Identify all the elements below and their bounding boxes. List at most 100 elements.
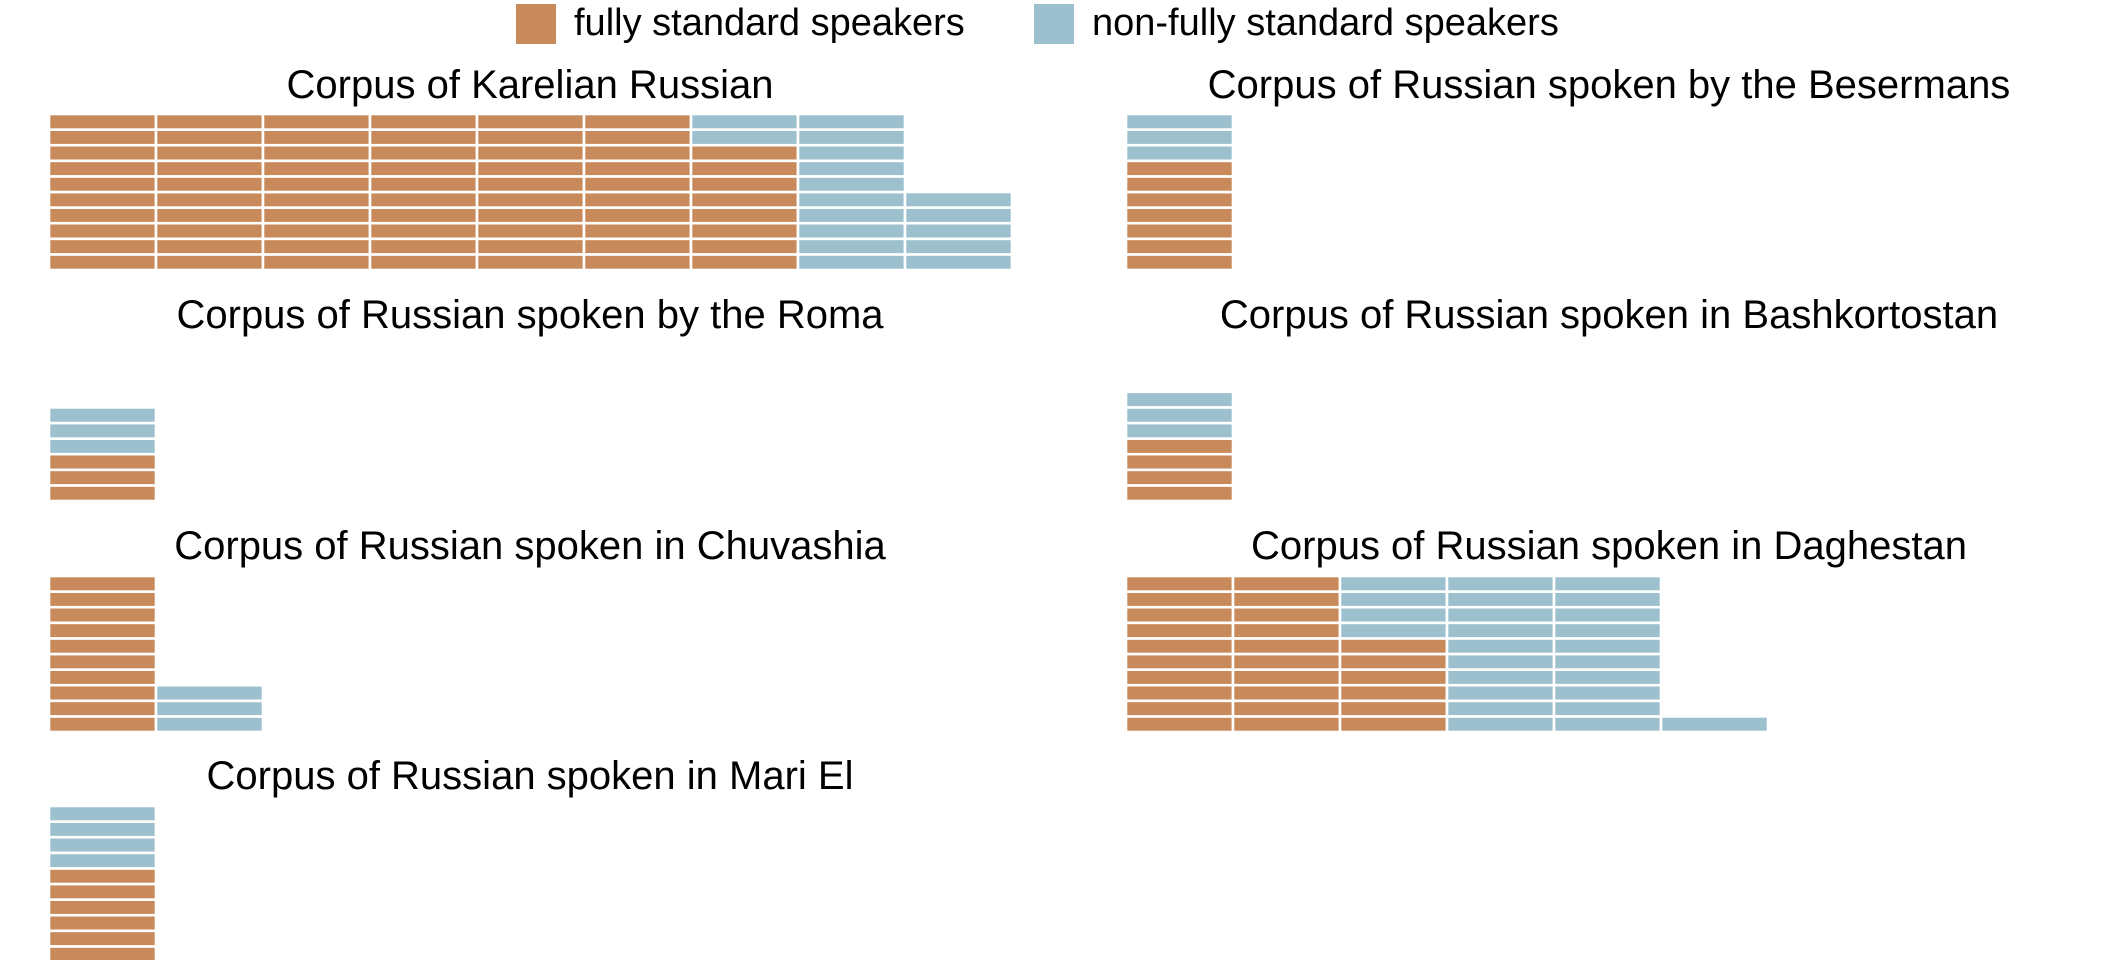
waffle-cell-non-fully-standard <box>1552 621 1663 640</box>
waffle-cell-fully-standard <box>1231 637 1342 656</box>
waffle-cell-fully-standard <box>1124 652 1235 671</box>
waffle-cell-non-fully-standard <box>1445 621 1556 640</box>
waffle-cell-fully-standard <box>689 253 800 272</box>
waffle-cell-fully-standard <box>1338 715 1449 734</box>
legend-label-fully-standard: fully standard speakers <box>574 2 965 44</box>
waffle-cell-non-fully-standard <box>1338 574 1449 593</box>
waffle-cell-non-fully-standard <box>1338 590 1449 609</box>
waffle-cell-fully-standard <box>1338 683 1449 703</box>
waffle-cell-fully-standard <box>47 898 158 917</box>
waffle-cell-fully-standard <box>689 221 800 241</box>
waffle-cell-non-fully-standard <box>796 128 907 147</box>
waffle-cell-fully-standard <box>1124 699 1235 718</box>
waffle-cell-fully-standard <box>47 867 158 886</box>
waffle-cell-fully-standard <box>47 605 158 625</box>
waffle-cell-fully-standard <box>47 206 158 225</box>
waffle-cell-fully-standard <box>1124 468 1235 487</box>
waffle-cell-non-fully-standard <box>796 112 907 131</box>
waffle-cell-fully-standard <box>47 253 158 272</box>
panel-corpus-of-russian-spoken-in-daghestan: Corpus of Russian spoken in Daghestan <box>1124 524 1967 734</box>
waffle-cell-non-fully-standard <box>1552 590 1663 609</box>
waffle-cell-fully-standard <box>261 237 372 256</box>
waffle-cell-fully-standard <box>261 190 372 209</box>
waffle-cell-fully-standard <box>368 190 479 209</box>
waffle-cell-fully-standard <box>689 143 800 163</box>
waffle-cell-fully-standard <box>1231 699 1342 718</box>
waffle-cell-fully-standard <box>689 175 800 194</box>
waffle-cell-fully-standard <box>475 221 586 241</box>
waffle-cell-fully-standard <box>154 206 265 225</box>
waffle-cell-fully-standard <box>261 128 372 147</box>
waffle-cell-fully-standard <box>1124 159 1235 178</box>
waffle-cell-non-fully-standard <box>47 421 158 440</box>
waffle-cell-fully-standard <box>689 206 800 225</box>
waffle-cell-non-fully-standard <box>1445 683 1556 703</box>
panel-title: Corpus of Russian spoken in Mari El <box>207 754 854 798</box>
waffle-cell-non-fully-standard <box>1552 683 1663 703</box>
waffle-cell-fully-standard <box>1231 621 1342 640</box>
waffle-cell-fully-standard <box>47 468 158 487</box>
waffle-cell-non-fully-standard <box>154 715 265 734</box>
waffle-cell-fully-standard <box>582 143 693 163</box>
panel-title: Corpus of Karelian Russian <box>287 63 774 107</box>
waffle-cell-non-fully-standard <box>1124 406 1235 425</box>
waffle-cell-non-fully-standard <box>903 253 1014 272</box>
waffle-cell-fully-standard <box>1124 175 1235 194</box>
waffle-cell-non-fully-standard <box>796 253 907 272</box>
waffle-cell-fully-standard <box>261 112 372 131</box>
waffle-cell-fully-standard <box>1231 652 1342 671</box>
waffle-cell-non-fully-standard <box>796 206 907 225</box>
waffle-cell-fully-standard <box>582 175 693 194</box>
waffle-cell-fully-standard <box>261 206 372 225</box>
waffle-cell-fully-standard <box>47 484 158 503</box>
waffle-cell-non-fully-standard <box>1445 668 1556 687</box>
waffle-cell-fully-standard <box>47 112 158 131</box>
waffle-cell-fully-standard <box>154 237 265 256</box>
waffle-cell-fully-standard <box>1124 452 1235 472</box>
waffle-cell-non-fully-standard <box>154 683 265 703</box>
waffle-cell-non-fully-standard <box>1552 605 1663 625</box>
waffle-cell-fully-standard <box>475 112 586 131</box>
waffle-cell-non-fully-standard <box>796 221 907 241</box>
waffle-cell-fully-standard <box>47 175 158 194</box>
waffle-cell-fully-standard <box>1124 206 1235 225</box>
waffle-cell-non-fully-standard <box>796 143 907 163</box>
panel-corpus-of-russian-spoken-by-the-besermans: Corpus of Russian spoken by the Beserman… <box>1124 63 2010 272</box>
waffle-cell-non-fully-standard <box>1552 668 1663 687</box>
waffle-cell-non-fully-standard <box>1445 605 1556 625</box>
panel-title: Corpus of Russian spoken in Chuvashia <box>174 524 886 568</box>
waffle-cell-fully-standard <box>261 175 372 194</box>
waffle-cell-fully-standard <box>47 221 158 241</box>
waffle-cell-fully-standard <box>1124 253 1235 272</box>
waffle-cell-fully-standard <box>154 112 265 131</box>
waffle-cell-non-fully-standard <box>1124 390 1235 409</box>
waffle-cell-fully-standard <box>1231 683 1342 703</box>
waffle-cell-fully-standard <box>154 190 265 209</box>
waffle-cell-fully-standard <box>1124 637 1235 656</box>
waffle-cell-fully-standard <box>261 253 372 272</box>
waffle-cell-fully-standard <box>1231 668 1342 687</box>
waffle-cell-non-fully-standard <box>1445 652 1556 671</box>
waffle-cell-fully-standard <box>475 159 586 178</box>
waffle-cell-fully-standard <box>47 237 158 256</box>
waffle-cell-fully-standard <box>154 128 265 147</box>
waffle-cell-fully-standard <box>582 190 693 209</box>
panel-title: Corpus of Russian spoken by the Roma <box>176 293 884 337</box>
waffle-cell-fully-standard <box>475 253 586 272</box>
waffle-cell-fully-standard <box>368 237 479 256</box>
waffle-cell-non-fully-standard <box>903 221 1014 241</box>
waffle-cell-fully-standard <box>582 253 693 272</box>
waffle-cell-non-fully-standard <box>47 406 158 425</box>
waffle-cell-fully-standard <box>368 221 479 241</box>
waffle-cell-fully-standard <box>1231 590 1342 609</box>
waffle-cell-fully-standard <box>582 237 693 256</box>
waffle-cell-fully-standard <box>582 128 693 147</box>
waffle-cell-fully-standard <box>47 699 158 718</box>
waffle-cell-non-fully-standard <box>796 159 907 178</box>
waffle-cell-non-fully-standard <box>1552 637 1663 656</box>
waffle-cell-non-fully-standard <box>47 804 158 823</box>
waffle-cell-non-fully-standard <box>1445 574 1556 593</box>
waffle-cell-fully-standard <box>1124 668 1235 687</box>
waffle-cell-non-fully-standard <box>903 190 1014 209</box>
